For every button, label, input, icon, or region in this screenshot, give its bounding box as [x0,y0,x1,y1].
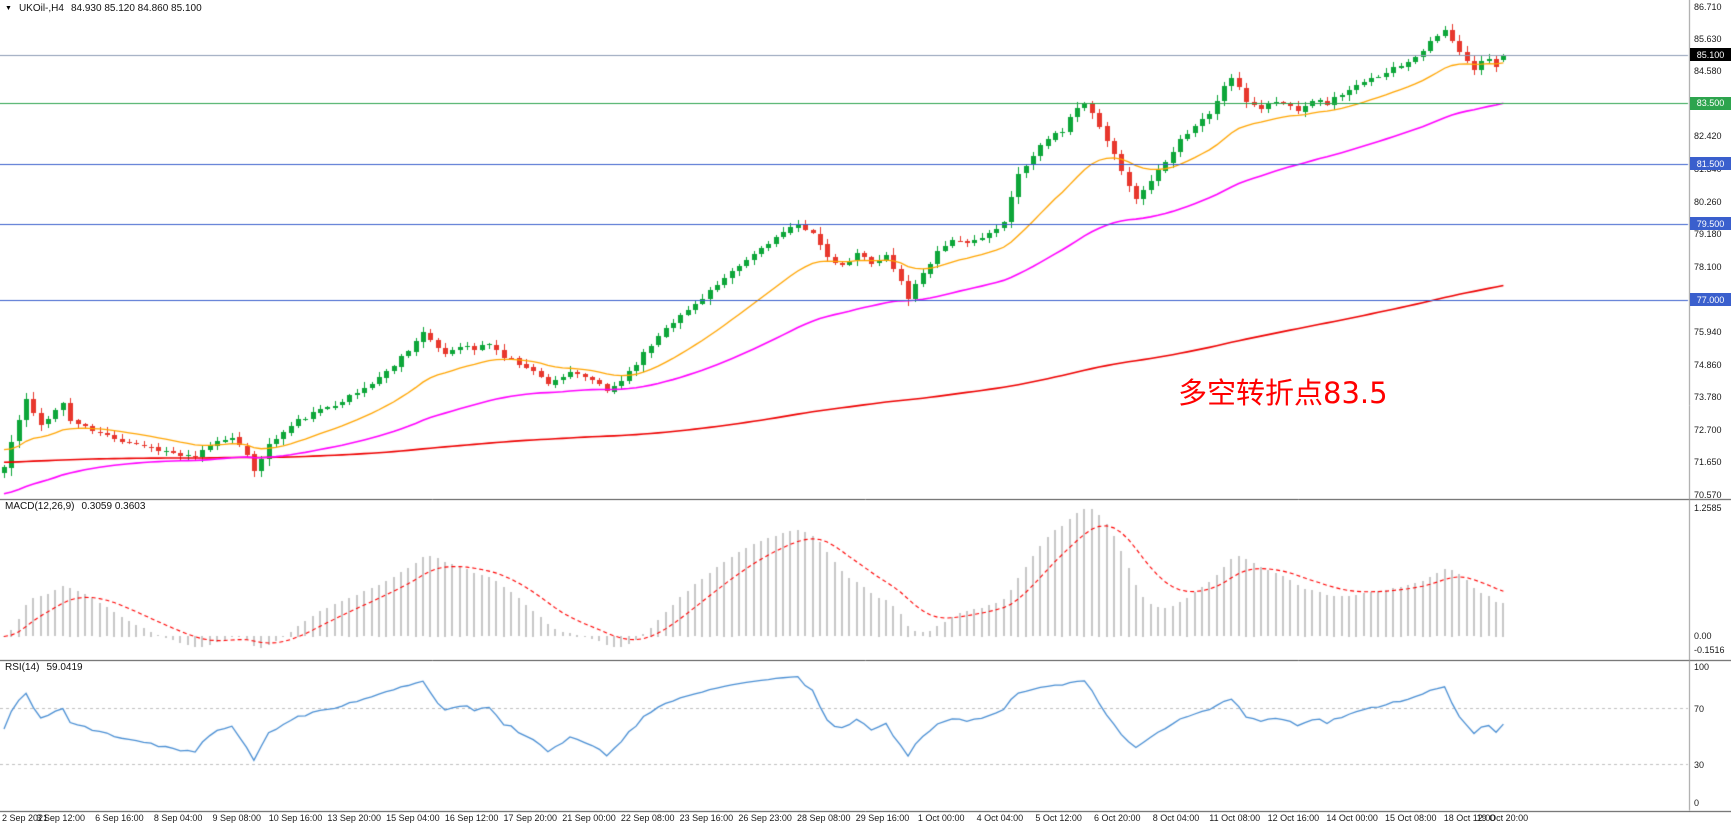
time-axis-label: 19 Oct 20:00 [1476,813,1529,823]
rsi-indicator-values: 59.0419 [46,662,83,673]
price-tick-label: 79.180 [1694,229,1722,240]
current-price-badge: 85.100 [1690,48,1731,62]
time-axis-label: 11 Oct 08:00 [1209,813,1261,823]
time-axis[interactable]: 2 Sep 2021 3 Sep 12:00 6 Sep 16:00 8 Sep 04… [0,813,1731,829]
chart-ohlc-values: 84.930 85.120 84.860 85.100 [70,3,202,14]
hline-price-badge: 77.000 [1690,293,1731,307]
time-axis-label: 15 Sep 04:00 [386,813,440,823]
price-tick-label: 70.570 [1694,489,1722,500]
time-axis-label: 22 Sep 08:00 [620,813,675,823]
chart-symbol-label: UKOil-,H4 [18,3,64,14]
time-axis-label: 6 Sep 16:00 [95,813,144,823]
price-tick-label: 74.860 [1694,359,1722,370]
time-axis-label: 29 Sep 16:00 [855,813,910,823]
macd-axis-max-label: 1.2585 [1694,503,1722,513]
macd-header: MACD(12,26,9) 0.3059 0.3603 [5,501,145,512]
time-axis-label: 18 Oct 12:00 [1443,813,1496,823]
time-axis-label: 21 Sep 00:00 [562,813,616,823]
time-axis-label: 15 Oct 08:00 [1385,813,1437,823]
time-axis-label: 23 Sep 16:00 [679,813,734,823]
price-tick-label: 73.780 [1694,392,1722,403]
time-axis-label: 28 Sep 08:00 [797,813,851,823]
time-axis-label: 26 Sep 23:00 [738,813,792,823]
chart-annotation-text[interactable]: 多空转折点83.5 [1178,376,1388,410]
time-axis-label: 5 Oct 12:00 [1035,813,1082,823]
price-tick-label: 71.650 [1694,456,1722,467]
time-axis-label: 9 Sep 08:00 [212,813,262,823]
time-axis-label: 13 Sep 20:00 [327,813,381,823]
price-tick-label: 72.700 [1694,425,1722,436]
rsi-axis-100-label: 100 [1694,662,1710,672]
price-tick-label: 75.940 [1694,327,1722,338]
time-axis-label: 14 Oct 00:00 [1326,813,1378,823]
macd-indicator-label: MACD(12,26,9) [5,501,75,512]
rsi-axis-70-label: 70 [1694,704,1705,714]
time-axis-label: 17 Sep 20:00 [503,813,558,823]
time-axis-label: 2 Sep 2021 [2,813,49,823]
time-axis-label: 3 Sep 12:00 [36,813,85,823]
time-axis-label: 4 Oct 04:00 [976,813,1024,823]
macd-axis-zero-label: 0.00 [1694,631,1712,642]
hline-price-badge: 83.500 [1690,96,1731,110]
rsi-axis-30-label: 30 [1694,760,1705,770]
price-tick-label: 82.420 [1694,131,1722,142]
chart-dropdown-icon[interactable]: ▼ [5,5,12,12]
price-tick-label: 84.580 [1694,65,1722,76]
time-axis-label: 16 Sep 12:00 [444,813,499,823]
rsi-axis-0-label: 0 [1694,798,1700,808]
time-axis-label: 10 Sep 16:00 [268,813,323,823]
price-tick-label: 86.710 [1694,1,1722,12]
chart-header: ▼ UKOil-,H4 84.930 85.120 84.860 85.100 [5,3,202,14]
macd-axis-min-label: -0.1516 [1694,645,1725,655]
price-tick-label: 78.100 [1694,261,1722,272]
time-axis-label: 8 Oct 04:00 [1152,813,1200,823]
rsi-indicator-label: RSI(14) [5,662,40,673]
time-axis-label: 8 Sep 04:00 [153,813,203,823]
time-axis-label: 1 Oct 00:00 [917,813,965,823]
price-tick-label: 85.630 [1694,34,1722,45]
price-tick-label: 80.260 [1694,196,1722,207]
time-axis-label: 12 Oct 16:00 [1267,813,1320,823]
rsi-header: RSI(14) 59.0419 [5,662,83,673]
hline-price-badge: 79.500 [1690,217,1731,231]
hline-price-badge: 81.500 [1690,157,1731,171]
price-scale[interactable]: 86.71085.63084.58082.42081.34080.26079.1… [1689,0,1731,811]
macd-indicator-values: 0.3059 0.3603 [81,501,146,512]
time-axis-label: 6 Oct 20:00 [1094,813,1141,823]
